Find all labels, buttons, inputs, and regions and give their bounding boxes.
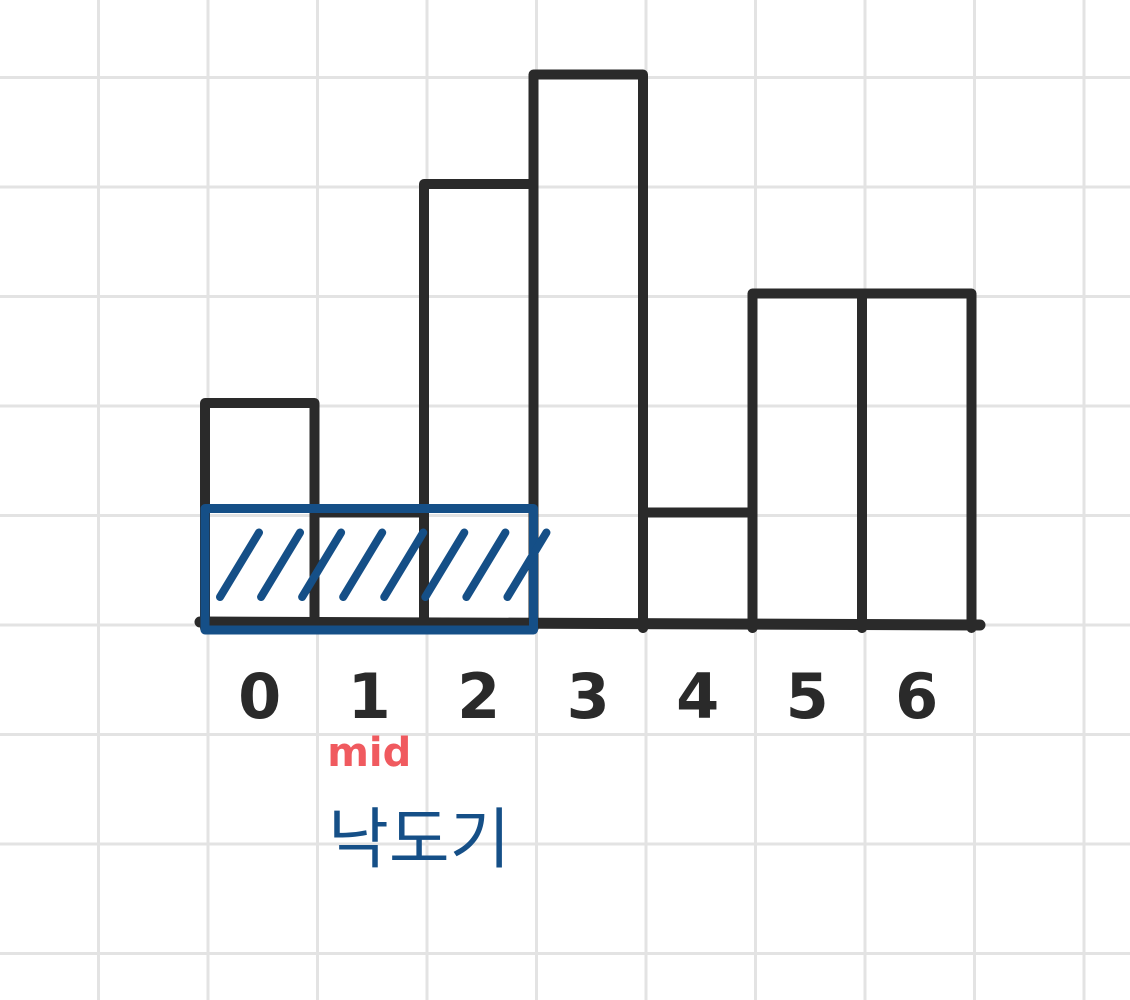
x-tick-label-6: 6 [895,660,938,733]
x-tick-label-3: 3 [567,660,610,733]
hatch-stroke [503,528,551,601]
x-tick-label-1: 1 [348,660,391,733]
x-axis-baseline [194,616,986,631]
bar-1 [309,507,429,633]
x-tick-label-0: 0 [238,660,281,733]
highlight-layer [200,504,551,635]
bar-3 [528,69,648,633]
highlight-box [200,504,538,635]
hatch-stroke [257,528,305,601]
hatch-stroke [380,528,428,601]
bar-6 [857,288,977,633]
hatch-stroke [216,528,264,601]
korean-note-annotation: 낙도기 [328,801,510,878]
bar-5 [747,288,867,633]
x-tick-label-4: 4 [676,660,719,733]
bar-2 [419,179,539,633]
bars-layer [200,69,977,633]
x-tick-label-5: 5 [786,660,829,733]
hatch-stroke [298,528,346,601]
mid-annotation: mid [327,730,411,776]
bar-4 [638,507,758,633]
hatch-stroke [339,528,387,601]
hatch-stroke [462,528,510,601]
x-tick-label-2: 2 [457,660,500,733]
hatch-stroke [421,528,469,601]
